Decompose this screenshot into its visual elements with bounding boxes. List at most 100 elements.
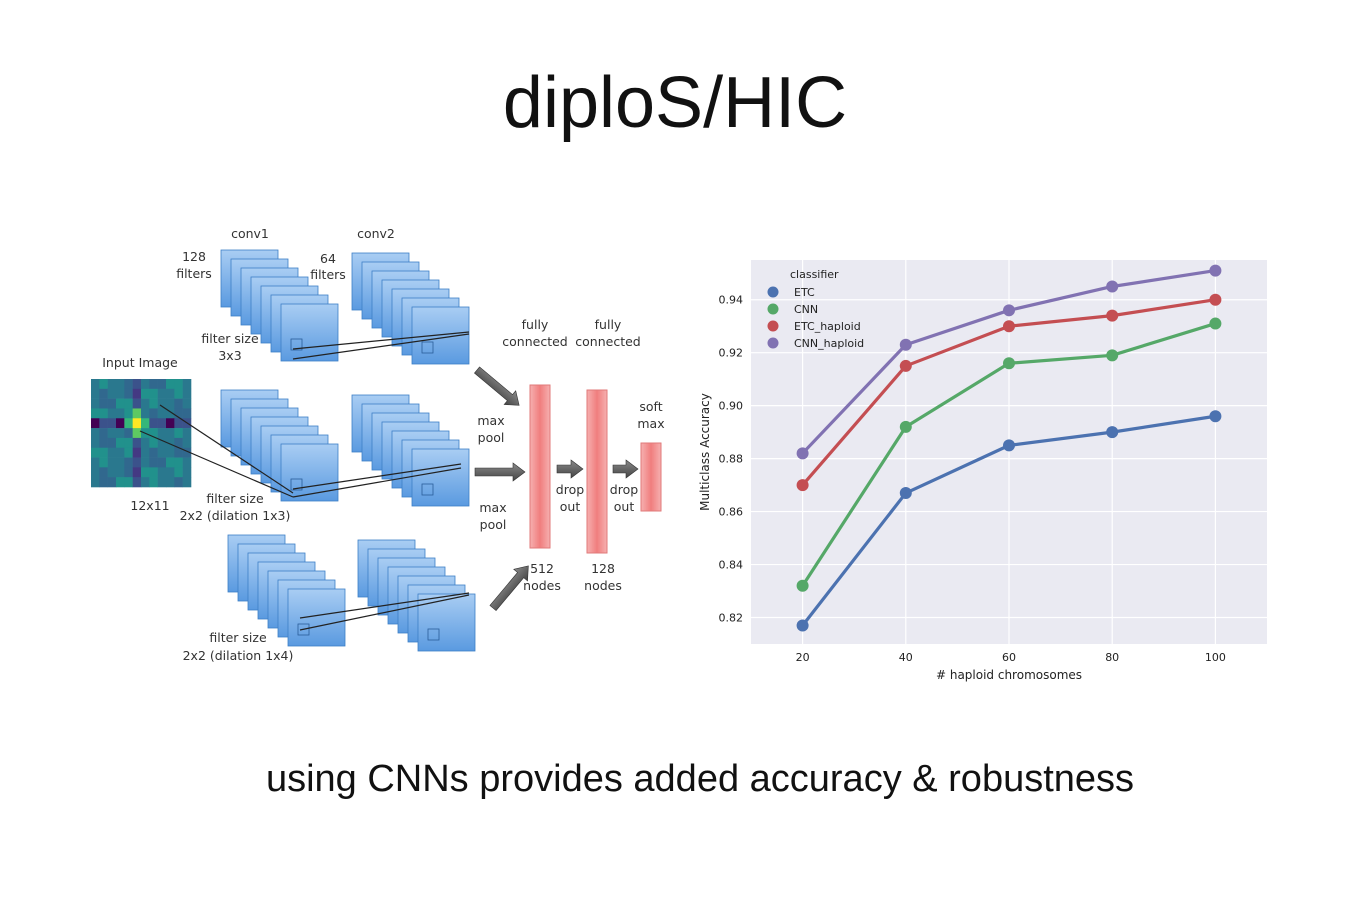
heatmap-cell [99,379,108,390]
maxpool2-label: max [479,500,506,515]
data-point [1003,357,1015,370]
connection-line [139,430,294,498]
heatmap-cell [166,437,175,449]
connection-line [292,463,462,490]
heatmap-cell [157,398,167,409]
filter-size-top-value: 3x3 [218,348,241,363]
heatmap-cell [149,379,158,390]
data-point [1209,317,1222,330]
heatmap-cell [182,447,192,458]
heatmap-cell [107,418,117,429]
heatmap-cell [99,447,108,458]
heatmap-cell [99,388,108,399]
heatmap-cell [107,437,117,449]
maxpool1-label-2: pool [478,430,505,445]
heatmap-cell [107,447,117,458]
heatmap-cell [91,457,100,468]
maxpool-arrow-mid [474,462,526,482]
softmax-label-2: max [637,416,664,431]
maxpool2-label-2: pool [480,517,507,532]
y-tick-label: 0.84 [719,559,744,572]
heatmap-cell [107,388,117,399]
heatmap-cell [141,447,150,458]
heatmap-cell [157,408,167,419]
heatmap-cell [132,428,142,439]
y-axis-label: Multiclass Accuracy [698,393,712,511]
receptive-field-box [427,628,440,641]
receptive-field-box [290,338,303,351]
conv-filter-stacks [220,249,476,652]
x-axis-label: # haploid chromosomes [936,668,1082,682]
x-tick-label: 40 [899,651,913,664]
heatmap-cell [132,408,142,419]
heatmap-cell [157,379,167,390]
heatmap-cell [99,457,108,468]
data-series [796,264,1222,632]
heatmap-cell [166,379,175,390]
heatmap-cell [124,388,133,399]
data-point [899,338,912,351]
dropout2-label-2: out [614,499,635,514]
series-CNN [796,317,1222,592]
heatmap-cell [182,437,192,449]
receptive-field-box [290,478,303,491]
data-point [1003,304,1015,317]
legend-label: CNN [794,303,818,316]
conv1-label: conv1 [231,226,269,241]
heatmap-cell [141,388,150,399]
heatmap-cell [107,379,117,390]
filters2-label: filters [310,267,346,282]
data-point [1106,426,1119,439]
heatmap-cell [157,447,167,458]
data-point [1106,309,1119,322]
heatmap-cell [166,457,175,468]
heatmap-cell [182,477,192,488]
legend-label: CNN_haploid [794,337,864,350]
data-point [1003,439,1015,452]
heatmap-cell [166,467,175,478]
maxpool-arrow-top [474,366,520,406]
softmax-layer [640,442,662,512]
heatmap-cell [116,477,125,488]
slide-caption: using CNNs provides added accuracy & rob… [265,758,1135,800]
heatmap-cell [141,457,150,468]
legend: classifier ETC CNN ETC_haploid CNN_haploid [767,268,864,350]
heatmap-cell [107,398,117,409]
heatmap-cell [182,398,192,409]
softmax-label: soft [639,399,662,414]
heatmap-cell [174,457,183,468]
series-ETC_haploid [796,293,1222,492]
conv-filter-map [417,593,476,652]
dense-layer-512 [529,384,551,549]
heatmap-cell [149,437,158,449]
heatmap-cell [124,408,133,419]
heatmap-cell [157,467,167,478]
series-ETC [796,410,1222,632]
conv-filter-map [280,303,339,362]
y-tick-label: 0.90 [719,400,744,413]
dropout-arrow-1 [556,459,584,479]
legend-marker [767,320,779,332]
heatmap-cell [141,467,150,478]
heatmap-cell [116,408,125,419]
conv2-row1-stack [351,252,470,365]
heatmap-cell [174,447,183,458]
y-tick-labels: 0.82 0.84 0.86 0.88 0.90 0.92 0.94 [719,294,744,625]
heatmap-cell [141,408,150,419]
conv1-row1-stack [220,249,339,362]
conv1-row2-stack [220,389,339,502]
heatmap-cell [132,477,142,488]
heatmap-cell [132,467,142,478]
heatmap-cell [99,428,108,439]
heatmap-cell [174,398,183,409]
heatmap-cell [157,477,167,488]
heatmap-cell [141,398,150,409]
heatmap-cell [166,398,175,409]
legend-marker [767,303,779,315]
heatmap-cell [116,428,125,439]
heatmap-cell [91,477,100,488]
heatmap-cell [124,437,133,449]
heatmap-cell [132,398,142,409]
filter-size-top: filter size [201,331,259,346]
heatmap-cell [107,477,117,488]
